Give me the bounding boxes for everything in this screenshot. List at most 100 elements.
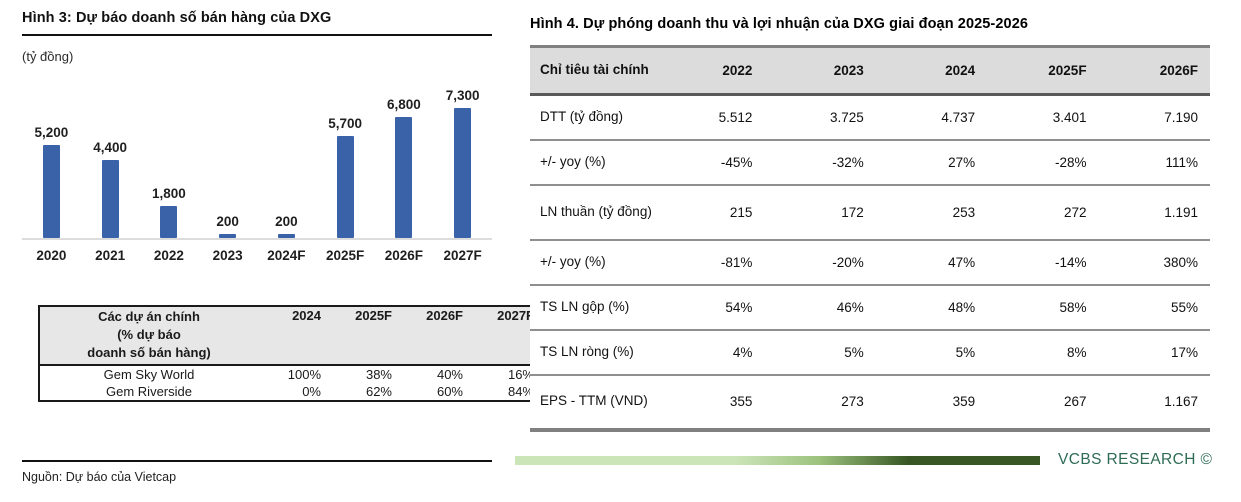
fin-header-year: 2025F [1048, 63, 1087, 78]
fin-cell-value: -14% [1055, 254, 1087, 270]
x-axis-tick-label: 2022 [153, 248, 184, 263]
fin-cell-value: 4.737 [941, 109, 976, 125]
fin-cell-value: 5% [955, 344, 976, 360]
fin-cell-value: 7.190 [1164, 109, 1198, 125]
bar-column: 1,800 [140, 186, 199, 238]
project-share-value: 100% [287, 366, 321, 382]
fin-row-label: +/- yoy (%) [540, 253, 606, 269]
fin-cell-value: 27% [948, 154, 976, 170]
fin-cell-value: 267 [1064, 394, 1087, 409]
fin-cell-value: 3.725 [829, 109, 864, 125]
x-axis-tick-label: 2023 [212, 248, 243, 263]
fin-cell-value: 5% [844, 344, 864, 360]
fin-header-label: Chỉ tiêu tài chính [540, 62, 649, 78]
x-axis-tick-label: 2020 [36, 248, 67, 263]
bar [101, 160, 119, 238]
fin-cell-value: 380% [1163, 254, 1198, 270]
fin-cell-value: 253 [952, 204, 976, 220]
projects-header-year: 2024 [258, 306, 329, 365]
fin-table-row: DTT (tỷ đồng) 5.512 3.725 4.737 3.401 7.190 [530, 94, 1210, 140]
fin-cell-value: 58% [1059, 299, 1087, 315]
fin-cell-value: 1.167 [1164, 394, 1198, 409]
bar [42, 145, 60, 238]
fin-table-row: EPS - TTM (VND) 355 273 359 267 1.167 [530, 374, 1210, 430]
source-text: Nguồn: Dự báo của Vietcap [22, 470, 177, 484]
fin-cell-value: 111% [1165, 154, 1198, 170]
bar-column: 5,200 [22, 125, 81, 238]
project-share-value: 40% [436, 366, 463, 382]
bar-column: 4,400 [81, 140, 140, 238]
chart-x-axis-labels: 2020 2021 2022 2023 2024F 2025F 2026F 2027F [22, 240, 492, 263]
figure-4-title: Hình 4. Dự phóng doanh thu và lợi nhuận … [530, 16, 1029, 32]
fin-cell-value: 55% [1170, 299, 1198, 315]
project-share-value: 38% [365, 366, 392, 382]
projects-header-year: 2025F [329, 306, 400, 365]
x-axis-tick-label: 2025F [325, 248, 365, 263]
bar-value-label: 200 [275, 214, 298, 229]
project-name: Gem Sky World [103, 366, 195, 382]
fin-cell-value: 8% [1067, 344, 1087, 360]
fin-cell-value: 273 [841, 394, 864, 409]
bar-column: 6,800 [375, 97, 434, 238]
project-share-value: 0% [302, 383, 321, 399]
fin-cell-value: 5.512 [718, 109, 753, 125]
projects-header-year: 2026F [400, 306, 471, 365]
fin-cell-value: 355 [729, 394, 753, 409]
bar [395, 117, 413, 238]
projects-header-year: 2027F [471, 306, 543, 365]
projects-header-row: Các dự án chính (% dự báo doanh số bán h… [39, 306, 543, 365]
source-note: Nguồn: Dự báo của Vietcap [22, 460, 492, 484]
chart-unit-label: (tỷ đồng) [22, 49, 74, 64]
figure-4-section: Hình 4. Dự phóng doanh thu và lợi nhuận … [530, 16, 1210, 432]
fin-cell-value: 17% [1170, 344, 1198, 360]
bar [219, 234, 237, 238]
fin-table-row: +/- yoy (%) -81% -20% 47% -14% 380% [530, 239, 1210, 285]
fin-cell-value: -28% [1055, 154, 1087, 170]
fin-header-year: 2022 [722, 63, 753, 78]
fin-cell-value: -45% [720, 154, 753, 170]
fin-cell-value: 48% [948, 299, 976, 315]
financial-forecast-table: Chỉ tiêu tài chính 2022 2023 2024 2025F 2026F… [530, 45, 1210, 432]
bar-value-label: 6,800 [386, 97, 421, 112]
fin-cell-value: 47% [948, 254, 976, 270]
x-axis-tick-label: 2021 [95, 248, 126, 263]
bar [160, 206, 178, 238]
fin-cell-value: 54% [725, 299, 753, 315]
fin-table-row: +/- yoy (%) -45% -32% 27% -28% 111% [530, 139, 1210, 185]
fin-cell-value: 172 [841, 204, 864, 220]
bar [336, 136, 354, 238]
fin-cell-value: 46% [836, 299, 864, 315]
bar [277, 234, 295, 238]
projects-table-row: Gem Riverside 0% 62% 60% 84% [39, 383, 543, 401]
bar-value-label: 5,200 [34, 125, 69, 140]
bar-value-label: 1,800 [151, 186, 186, 201]
brand-text: VCBS RESEARCH © [1058, 451, 1213, 468]
fin-row-label: +/- yoy (%) [540, 153, 606, 169]
fin-table-row: TS LN gộp (%) 54% 46% 48% 58% 55% [530, 284, 1210, 330]
fin-table-row: LN thuần (tỷ đồng) 215 172 253 272 1.191 [530, 184, 1210, 240]
brand-footer: VCBS RESEARCH © [515, 451, 1241, 469]
fin-row-label: DTT (tỷ đồng) [540, 109, 624, 125]
bar-value-label: 7,300 [445, 88, 480, 103]
fin-row-label: TS LN gộp (%) [540, 298, 630, 314]
fin-cell-value: -81% [720, 254, 753, 270]
x-axis-tick-label: 2026F [384, 248, 424, 263]
sales-forecast-bar-chart: 5,200 4,400 1,800 200 200 5,700 6,800 7,300 [22, 78, 492, 240]
key-projects-table: Các dự án chính (% dự báo doanh số bán h… [38, 305, 544, 402]
fin-cell-value: 4% [732, 344, 753, 360]
project-share-value: 62% [365, 383, 392, 399]
bar-value-label: 5,700 [328, 116, 363, 131]
project-share-value: 16% [507, 366, 534, 382]
x-axis-tick-label: 2027F [443, 248, 482, 263]
bar-column: 7,300 [433, 88, 492, 238]
projects-header-main: Các dự án chính (% dự báo doanh số bán h… [39, 306, 258, 365]
figure-3-title: Hình 3: Dự báo doanh số bán hàng của DXG [22, 10, 492, 36]
projects-table-row: Gem Sky World 100% 38% 40% 16% [39, 365, 543, 383]
figure-3-section: Hình 3: Dự báo doanh số bán hàng của DXG… [22, 10, 544, 402]
fin-cell-value: 3.401 [1052, 109, 1087, 125]
fin-cell-value: -32% [832, 154, 864, 170]
bar-column: 200 [257, 214, 316, 238]
fin-row-label: TS LN ròng (%) [540, 343, 634, 359]
x-axis-tick-label: 2024F [267, 248, 306, 263]
fin-cell-value: 1.191 [1164, 204, 1198, 220]
